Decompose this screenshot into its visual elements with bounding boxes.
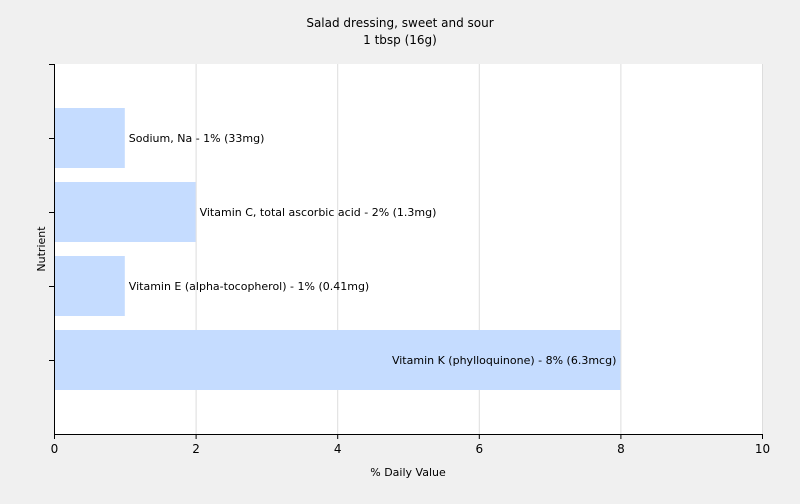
bar [55,108,125,168]
x-tick-label: 10 [755,442,770,456]
bar-label: Vitamin C, total ascorbic acid - 2% (1.3… [200,206,437,219]
y-axis-title: Nutrient [35,226,48,272]
bar-label: Vitamin K (phylloquinone) - 8% (6.3mcg) [392,354,616,367]
x-tick-label: 8 [617,442,625,456]
bar [55,256,125,316]
bar [55,330,621,390]
x-tick-label: 6 [475,442,483,456]
axes: 0 2 4 6 8 10 [49,64,770,456]
chart-subtitle: 1 tbsp (16g) [363,33,437,47]
chart-title: Salad dressing, sweet and sour [306,16,493,30]
x-tick-label: 4 [334,442,342,456]
x-tick-label: 0 [51,442,59,456]
bar-labels: Sodium, Na - 1% (33mg) Vitamin C, total a… [129,132,617,367]
bar [55,182,196,242]
x-tick-label: 2 [192,442,200,456]
bars [55,108,621,390]
bar-label: Sodium, Na - 1% (33mg) [129,132,265,145]
bar-label: Vitamin E (alpha-tocopherol) - 1% (0.41m… [129,280,369,293]
x-axis-title: % Daily Value [370,466,446,479]
